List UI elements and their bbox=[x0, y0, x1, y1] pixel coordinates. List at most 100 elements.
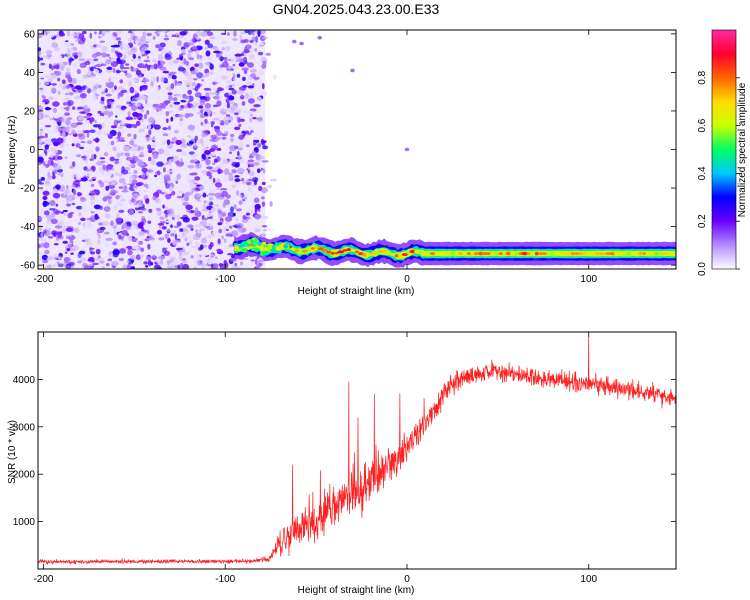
noise-speckle bbox=[178, 189, 184, 194]
noise-speckle bbox=[70, 32, 77, 38]
noise-speckle bbox=[166, 170, 173, 173]
noise-speckle bbox=[171, 34, 177, 37]
noise-speckle bbox=[205, 72, 210, 77]
noise-speckle bbox=[66, 117, 73, 121]
carrier-hotspot bbox=[264, 244, 268, 248]
noise-speckle bbox=[146, 136, 150, 143]
noise-speckle bbox=[209, 63, 214, 70]
noise-speckle bbox=[54, 164, 62, 171]
carrier-hotspot bbox=[549, 251, 556, 256]
noise-speckle bbox=[195, 187, 199, 191]
noise-speckle bbox=[253, 104, 261, 108]
noise-speckle bbox=[83, 115, 88, 119]
noise-speckle bbox=[128, 178, 133, 184]
noise-speckle bbox=[58, 74, 66, 79]
snr-x-tick-label: 0 bbox=[404, 574, 410, 585]
noise-speckle bbox=[198, 105, 204, 109]
noise-speckle bbox=[140, 247, 144, 252]
noise-speckle bbox=[176, 221, 182, 227]
noise-speckle bbox=[130, 65, 134, 72]
noise-speckle bbox=[42, 259, 49, 264]
noise-speckle bbox=[99, 106, 106, 111]
noise-speckle bbox=[227, 211, 235, 218]
noise-speckle bbox=[52, 107, 58, 114]
noise-speckle bbox=[155, 207, 162, 212]
noise-speckle bbox=[112, 241, 118, 246]
noise-speckle bbox=[173, 259, 178, 266]
noise-speckle bbox=[190, 227, 194, 232]
noise-speckle bbox=[110, 140, 115, 146]
noise-speckle bbox=[79, 257, 87, 262]
snr-y-tick-label: 1000 bbox=[13, 517, 36, 528]
noise-speckle bbox=[217, 168, 222, 175]
noise-speckle bbox=[112, 67, 116, 74]
noise-speckle bbox=[260, 187, 268, 194]
noise-speckle bbox=[101, 85, 106, 91]
carrier-hotspot bbox=[462, 251, 468, 256]
noise-speckle bbox=[56, 261, 60, 264]
noise-speckle bbox=[98, 33, 104, 38]
noise-speckle bbox=[139, 254, 145, 258]
noise-speckle bbox=[153, 124, 161, 130]
noise-speckle bbox=[226, 80, 232, 84]
noise-speckle bbox=[174, 240, 182, 243]
noise-speckle bbox=[112, 225, 118, 229]
noise-speckle bbox=[38, 135, 46, 139]
noise-speckle bbox=[65, 67, 71, 72]
noise-speckle bbox=[196, 229, 201, 233]
noise-speckle bbox=[212, 177, 216, 183]
noise-speckle bbox=[53, 243, 59, 246]
noise-speckle bbox=[56, 55, 63, 58]
noise-speckle bbox=[181, 259, 188, 264]
noise-speckle bbox=[135, 249, 140, 254]
noise-speckle bbox=[150, 76, 157, 83]
noise-speckle bbox=[94, 213, 99, 220]
noise-speckle bbox=[119, 139, 126, 142]
noise-speckle bbox=[173, 230, 177, 234]
noise-speckle bbox=[143, 193, 149, 200]
noise-speckle bbox=[179, 128, 187, 133]
noise-speckle bbox=[145, 39, 153, 42]
noise-speckle bbox=[199, 96, 206, 99]
noise-speckle bbox=[241, 227, 247, 233]
noise-speckle bbox=[228, 158, 236, 163]
carrier-hotspot bbox=[257, 241, 262, 247]
noise-speckle bbox=[105, 237, 113, 241]
noise-speckle bbox=[252, 90, 258, 95]
noise-speckle bbox=[246, 217, 253, 221]
noise-speckle bbox=[64, 160, 68, 163]
noise-speckle bbox=[163, 174, 171, 180]
carrier-hotspot bbox=[642, 252, 647, 255]
noise-speckle bbox=[166, 117, 169, 124]
noise-speckle bbox=[77, 51, 83, 58]
noise-speckle bbox=[108, 191, 115, 196]
noise-speckle bbox=[145, 74, 149, 78]
noise-speckle bbox=[109, 111, 114, 116]
noise-speckle bbox=[66, 30, 71, 37]
noise-speckle bbox=[72, 180, 80, 186]
noise-speckle bbox=[38, 33, 43, 38]
noise-speckle bbox=[105, 59, 112, 65]
noise-speckle bbox=[54, 253, 57, 259]
noise-speckle bbox=[60, 142, 68, 149]
noise-speckle bbox=[166, 161, 169, 165]
noise-speckle bbox=[85, 149, 94, 154]
noise-speckle bbox=[80, 177, 88, 182]
noise-speckle bbox=[92, 178, 96, 182]
noise-speckle bbox=[134, 92, 140, 99]
noise-speckle bbox=[51, 87, 57, 94]
noise-speckle bbox=[201, 130, 209, 134]
noise-speckle bbox=[187, 74, 193, 81]
noise-speckle bbox=[235, 208, 242, 212]
noise-speckle bbox=[66, 129, 70, 133]
noise-speckle bbox=[257, 168, 261, 174]
carrier-hotspot bbox=[585, 251, 593, 256]
noise-speckle bbox=[257, 30, 261, 37]
noise-speckle bbox=[212, 87, 217, 92]
noise-speckle bbox=[42, 96, 46, 100]
noise-speckle bbox=[141, 78, 149, 82]
noise-speckle bbox=[204, 150, 211, 155]
noise-speckle bbox=[51, 230, 58, 236]
noise-speckle bbox=[241, 181, 248, 185]
colorbar-ticks: 0.0 0.2 0.4 0.6 0.8 bbox=[697, 70, 740, 276]
